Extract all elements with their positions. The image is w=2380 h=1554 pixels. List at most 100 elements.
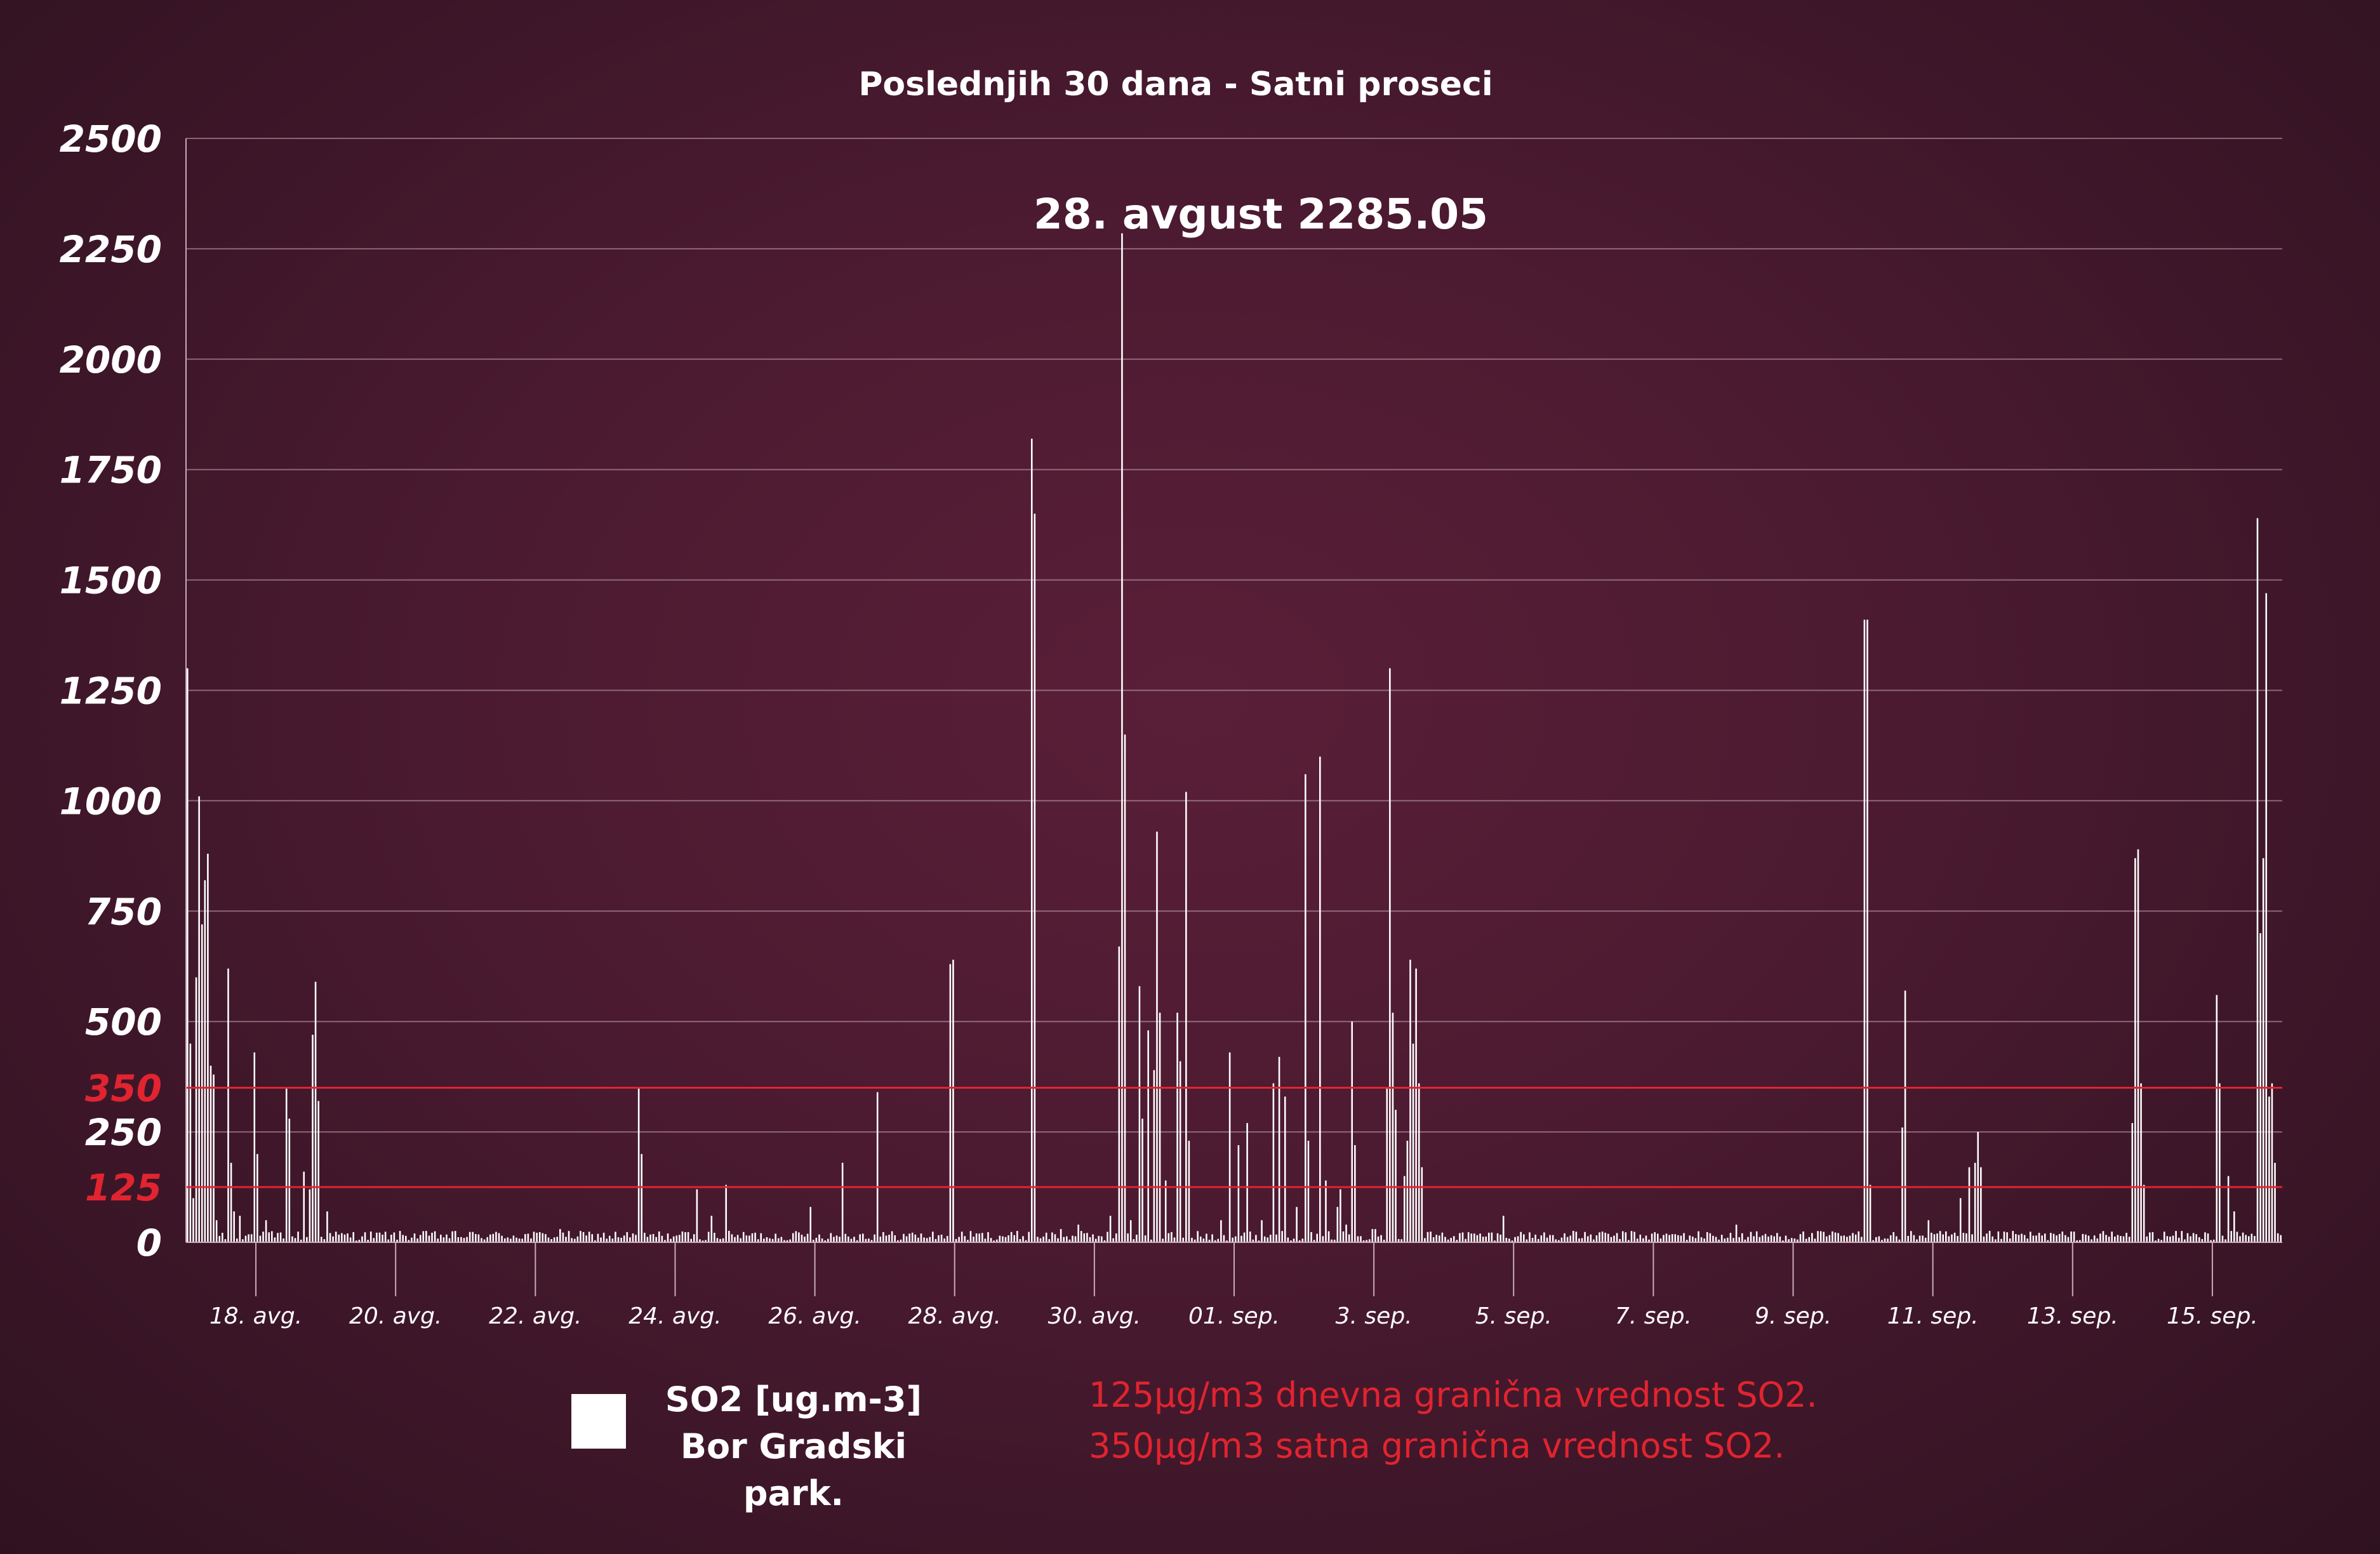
bar — [1094, 1239, 1097, 1242]
bar — [1080, 1231, 1082, 1242]
bar — [1030, 439, 1033, 1242]
bar — [891, 1231, 893, 1242]
bar — [841, 1162, 844, 1242]
bar — [475, 1233, 477, 1242]
bar — [291, 1236, 293, 1242]
bar — [1799, 1234, 1802, 1242]
bar — [1016, 1231, 1018, 1242]
bar — [1287, 1237, 1289, 1242]
bar — [938, 1235, 940, 1242]
bar — [451, 1231, 453, 1242]
bar — [795, 1231, 797, 1242]
bar — [460, 1237, 462, 1242]
bar — [701, 1240, 704, 1242]
bar — [481, 1238, 482, 1242]
bar — [1290, 1240, 1292, 1242]
bar — [2149, 1232, 2151, 1242]
bar — [1962, 1233, 1965, 1242]
bar — [1828, 1235, 1831, 1242]
bar — [1718, 1239, 1720, 1242]
bar — [288, 1119, 291, 1242]
bar — [1400, 1239, 1402, 1242]
bar — [848, 1236, 849, 1242]
bar — [1986, 1233, 1988, 1242]
bar — [1491, 1232, 1493, 1242]
bar — [2111, 1232, 2113, 1242]
bar — [568, 1231, 570, 1242]
bar — [1235, 1236, 1237, 1242]
bar — [533, 1232, 535, 1242]
bar — [1010, 1232, 1013, 1242]
bar — [1852, 1233, 1854, 1242]
bar — [580, 1231, 582, 1242]
bar — [2198, 1237, 2200, 1242]
bar — [1470, 1233, 1473, 1242]
bar — [469, 1232, 471, 1242]
x-tick-label: 15. sep. — [2167, 1303, 2258, 1329]
bar — [192, 1198, 194, 1242]
bar — [2146, 1236, 2148, 1242]
bar — [1692, 1237, 1694, 1242]
bar — [1980, 1167, 1982, 1242]
bar — [1488, 1232, 1490, 1242]
bar — [2018, 1235, 2020, 1242]
bar — [195, 977, 197, 1242]
bar — [2078, 1240, 2081, 1242]
bar — [2114, 1236, 2116, 1242]
bar — [1243, 1232, 1246, 1242]
y-tick-label: 2500 — [60, 117, 162, 161]
bar — [553, 1237, 555, 1242]
bar — [411, 1237, 413, 1242]
bar — [2131, 1123, 2134, 1242]
bar — [1284, 1096, 1286, 1242]
bar — [1435, 1235, 1438, 1242]
bar — [1604, 1232, 1607, 1242]
bar — [446, 1234, 448, 1242]
bar — [1825, 1236, 1828, 1242]
bar — [2169, 1236, 2171, 1242]
bar — [1004, 1237, 1007, 1242]
bar — [323, 1239, 326, 1242]
bar — [2125, 1233, 2127, 1242]
x-tick-label: 22. avg. — [489, 1303, 582, 1329]
bar — [2091, 1239, 2092, 1242]
bar — [1412, 1043, 1414, 1242]
bar — [1103, 1240, 1106, 1242]
bar — [1531, 1238, 1534, 1242]
bar — [332, 1236, 334, 1242]
bar — [201, 924, 203, 1242]
bar — [378, 1232, 381, 1242]
bar — [1546, 1237, 1548, 1242]
bar — [376, 1232, 378, 1242]
bar — [1482, 1237, 1484, 1242]
bar — [1404, 1176, 1406, 1242]
bar — [349, 1237, 352, 1242]
bar — [393, 1232, 396, 1242]
bar — [859, 1234, 861, 1242]
bar — [908, 1233, 910, 1242]
bar — [2143, 1185, 2145, 1242]
chart-title: Poslednjih 30 dana - Satni proseci — [858, 65, 1492, 103]
bar — [1680, 1235, 1682, 1242]
bar — [413, 1233, 416, 1242]
bar — [1310, 1232, 1312, 1242]
bar — [1854, 1234, 1857, 1242]
bar — [2117, 1235, 2119, 1242]
bar — [2250, 1233, 2253, 1242]
bar — [839, 1237, 841, 1242]
bar — [1630, 1231, 1633, 1242]
bar — [1677, 1235, 1679, 1242]
bar — [218, 1236, 221, 1242]
bar — [1625, 1232, 1627, 1242]
bar — [236, 1239, 238, 1242]
bar — [1112, 1238, 1114, 1242]
bar — [1048, 1239, 1051, 1242]
bar — [2163, 1232, 2165, 1242]
bar — [923, 1237, 925, 1242]
bar — [1316, 1233, 1318, 1242]
y-tick-label: 0 — [136, 1221, 162, 1265]
bar — [693, 1234, 695, 1242]
bar — [2096, 1238, 2099, 1242]
bar — [1505, 1238, 1508, 1242]
bar — [576, 1236, 579, 1242]
